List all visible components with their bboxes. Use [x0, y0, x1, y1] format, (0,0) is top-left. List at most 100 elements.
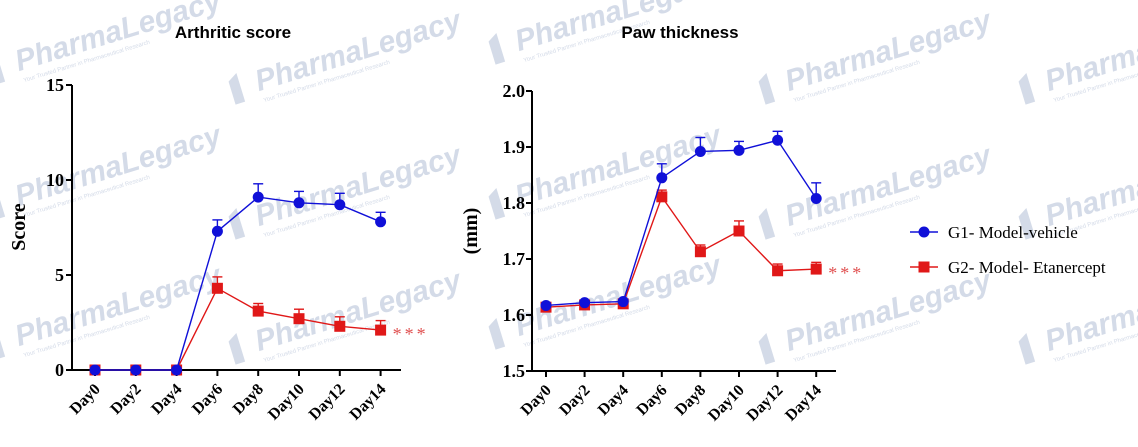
watermark-logo-icon: [758, 332, 776, 365]
data-point: [252, 305, 264, 317]
y-axis-label: (mm): [460, 208, 482, 255]
data-point: [171, 364, 183, 376]
arthritic-score-chart: Arthritic score Score 0 5 10 15 Day0 Day2 Day4…: [8, 23, 429, 424]
watermark-logo-icon: [488, 187, 506, 220]
series-g1: [540, 130, 822, 311]
series-line: [545, 195, 817, 308]
legend-entry-g1: G1- Model-vehicle: [910, 223, 1078, 242]
watermark-logo-icon: [0, 187, 6, 220]
data-point: [252, 191, 264, 203]
x-tick-label: Day4: [595, 382, 632, 419]
x-tick-label: Day2: [556, 382, 593, 419]
x-tick-label: Day14: [347, 381, 390, 424]
watermark-logo-icon: [0, 52, 6, 85]
data-point: [656, 172, 668, 184]
y-tick-label: 1.7: [503, 249, 526, 269]
data-point: [810, 193, 822, 205]
series-line: [545, 139, 817, 307]
data-point: [334, 199, 346, 211]
watermark-text: PharmaLegacy: [1041, 4, 1138, 98]
data-point: [211, 225, 223, 237]
data-point: [293, 313, 305, 325]
y-tick-label: 10: [46, 170, 64, 190]
watermark-text: PharmaLegacy: [1041, 139, 1138, 233]
data-point: [293, 197, 305, 209]
x-tick-label: Day12: [744, 382, 787, 425]
watermark-logo-icon: [0, 327, 6, 360]
data-point: [540, 299, 552, 311]
watermark-logo-icon: [1018, 72, 1036, 105]
data-point: [211, 282, 223, 294]
x-tick-label: Day0: [67, 381, 104, 418]
watermark-logo-icon: [228, 332, 246, 365]
x-tick-label: Day8: [230, 381, 267, 418]
x-tick-label: Day8: [672, 382, 709, 419]
chart-title: Arthritic score: [175, 23, 291, 42]
x-tick-label: Day6: [189, 381, 226, 418]
data-point: [656, 191, 668, 203]
y-tick-label: 15: [46, 75, 64, 95]
watermark-text: PharmaLegacy: [511, 249, 726, 343]
x-tick-label: Day4: [148, 381, 185, 418]
data-point: [772, 265, 784, 277]
watermark-logo-icon: [758, 207, 776, 240]
watermark-text: PharmaLegacy: [781, 264, 996, 358]
x-tick-label: Day2: [107, 381, 144, 418]
watermark-text: PharmaLegacy: [1041, 264, 1138, 358]
x-tick-label: Day14: [782, 382, 825, 425]
legend: G1- Model-vehicle G2- Model- Etanercept: [910, 223, 1106, 277]
y-tick-label: 1.5: [503, 361, 526, 381]
watermark-text: PharmaLegacy: [11, 259, 226, 353]
y-tick-label: 1.9: [503, 137, 526, 157]
watermark-text: PharmaLegacy: [11, 119, 226, 213]
data-point: [579, 297, 591, 309]
legend-label: G2- Model- Etanercept: [948, 258, 1106, 277]
watermark-text: PharmaLegacy: [251, 4, 466, 98]
y-tick-label: 1.8: [503, 193, 526, 213]
data-point: [694, 145, 706, 157]
legend-marker-square: [918, 261, 930, 273]
x-tick-label: Day10: [265, 381, 308, 424]
plot-area: 0 5 10 15 Day0 Day2 Day4 Day6 Day8Day10Day12Day1…: [46, 75, 429, 424]
chart-title: Paw thickness: [621, 23, 738, 42]
x-tick-label: Day12: [306, 381, 349, 424]
data-point: [733, 144, 745, 156]
data-point: [130, 364, 142, 376]
watermark-logo-icon: [758, 72, 776, 105]
y-tick-label: 0: [55, 360, 64, 380]
significance-annotation: ***: [393, 324, 429, 344]
watermark-logo-icon: [228, 207, 246, 240]
watermark-text: PharmaLegacy: [511, 119, 726, 213]
watermark-logo-icon: [228, 72, 246, 105]
watermark-logo-icon: [488, 32, 506, 65]
series-g1: [89, 183, 387, 376]
y-tick-label: 1.6: [503, 305, 526, 325]
data-point: [733, 225, 745, 237]
x-tick-label: Day10: [705, 382, 748, 425]
legend-entry-g2: G2- Model- Etanercept: [910, 258, 1106, 277]
watermark-text: PharmaLegacy: [251, 264, 466, 358]
legend-label: G1- Model-vehicle: [948, 223, 1078, 242]
x-tick-label: Day6: [633, 382, 670, 419]
watermark-logo-icon: [1018, 332, 1036, 365]
y-axis-label: Score: [8, 203, 30, 251]
watermark-text: PharmaLegacy: [781, 4, 996, 98]
y-tick-label: 2.0: [503, 81, 526, 101]
legend-marker-circle: [918, 226, 930, 238]
watermark-logo-icon: [1018, 207, 1036, 240]
data-point: [810, 263, 822, 275]
watermark-text: PharmaLegacy: [251, 139, 466, 233]
x-tick-label: Day0: [518, 382, 555, 419]
watermark-logo-icon: [488, 317, 506, 350]
